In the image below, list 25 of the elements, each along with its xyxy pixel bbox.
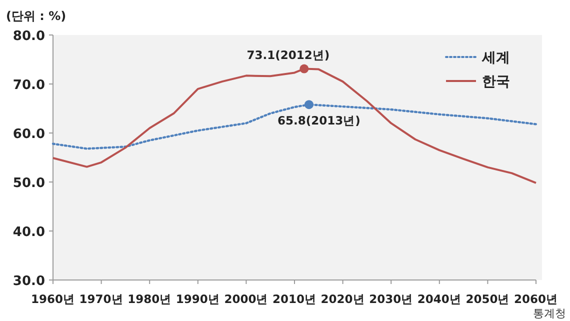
x-tick-label: 2050년 <box>466 292 510 306</box>
annotation: 73.1(2012년) <box>246 48 330 62</box>
x-tick-label: 2010년 <box>272 292 317 306</box>
annotation: 65.8(2013년) <box>278 100 360 128</box>
y-tick-label: 80.0 <box>12 29 45 44</box>
x-tick-label: 2040년 <box>417 292 462 306</box>
legend-label: 세계 <box>481 50 510 66</box>
x-tick-label: 2000년 <box>224 292 268 306</box>
x-tick-label: 2020년 <box>320 292 365 306</box>
y-tick-label: 40.0 <box>12 225 45 240</box>
x-tick-label: 1960년 <box>30 292 76 306</box>
y-tick-label: 70.0 <box>12 78 45 93</box>
y-tick-label: 50.0 <box>12 176 45 191</box>
legend-label: 한국 <box>482 74 510 90</box>
x-tick-label: 1980년 <box>128 292 172 306</box>
x-tick-label: 1990년 <box>176 292 220 306</box>
x-tick-label: 2060년 <box>514 292 558 306</box>
y-axis-title: (단위 : %) <box>6 9 66 23</box>
y-tick-label: 60.0 <box>12 127 45 142</box>
x-tick-label: 1970년 <box>79 292 124 306</box>
annotation: 73.1(2012년) <box>246 48 330 74</box>
text: 통계청 <box>533 307 566 320</box>
x-tick-label: 2030년 <box>369 292 414 306</box>
annotation: 65.8(2013년) <box>278 114 360 128</box>
y-tick-label: 30.0 <box>12 274 45 289</box>
